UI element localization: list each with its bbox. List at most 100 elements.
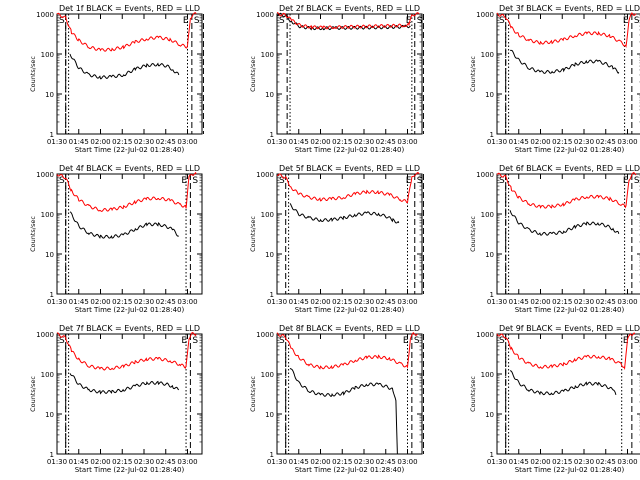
x-tick-label: 01:30 xyxy=(47,138,67,146)
series-lld-line xyxy=(56,12,197,52)
start-marker: S xyxy=(279,176,285,186)
x-tick-label: 01:45 xyxy=(289,138,309,146)
chart-title: Det 1f BLACK = Events, RED = LLD xyxy=(59,4,200,13)
start-marker: S xyxy=(499,16,505,26)
x-tick-label: 01:30 xyxy=(267,458,287,466)
y-tick-label: 100 xyxy=(41,51,54,59)
start-marker-next: S xyxy=(194,16,200,26)
panel-2: Det 2f BLACK = Events, RED = LLD 1 10 100 10… xyxy=(249,4,424,154)
x-tick-label: 02:45 xyxy=(596,458,616,466)
y-tick-label: 100 xyxy=(261,371,274,379)
series-lld-line xyxy=(496,172,637,209)
y-tick-label: 100 xyxy=(41,211,54,219)
start-marker: S xyxy=(279,336,285,346)
x-axis-label: Start Time (22-Jul-02 01:28:40) xyxy=(75,146,185,154)
y-axis-label: Counts/sec xyxy=(469,376,477,412)
x-tick-label: 02:45 xyxy=(596,138,616,146)
x-tick-label: 02:30 xyxy=(354,298,374,306)
y-tick-label: 1000 xyxy=(476,331,494,339)
series-events-line xyxy=(510,370,617,396)
panel-5: Det 5f BLACK = Events, RED = LLD 1 10 100 10… xyxy=(249,164,424,314)
start-marker: S xyxy=(499,176,505,186)
y-tick-label: 1000 xyxy=(476,171,494,179)
x-tick-label: 01:45 xyxy=(69,138,89,146)
y-tick-label: 10 xyxy=(265,91,274,99)
y-tick-label: 100 xyxy=(41,371,54,379)
x-tick-label: 02:45 xyxy=(376,458,396,466)
chart-title: Det 7f BLACK = Events, RED = LLD xyxy=(59,324,200,333)
y-axis-label: Counts/sec xyxy=(249,376,257,412)
y-tick-label: 1000 xyxy=(256,171,274,179)
x-tick-label: 02:30 xyxy=(134,138,154,146)
panel-7: Det 7f BLACK = Events, RED = LLD 1 10 100 10… xyxy=(29,324,203,474)
start-marker-next: S xyxy=(417,16,423,26)
x-tick-label: 01:45 xyxy=(509,138,529,146)
panel-6: Det 6f BLACK = Events, RED = LLD 1 10 100 10… xyxy=(469,164,640,314)
end-marker: E xyxy=(623,16,629,26)
chart-title: Det 2f BLACK = Events, RED = LLD xyxy=(279,4,420,13)
x-tick-label: 01:30 xyxy=(487,458,507,466)
series-events-line xyxy=(510,49,620,74)
y-tick-label: 1000 xyxy=(256,11,274,19)
y-tick-label: 100 xyxy=(481,371,494,379)
end-marker: E xyxy=(406,176,412,186)
x-axis-label: Start Time (22-Jul-02 01:28:40) xyxy=(515,306,625,314)
x-tick-label: 01:45 xyxy=(289,458,309,466)
chart-title: Det 8f BLACK = Events, RED = LLD xyxy=(279,324,420,333)
start-marker-next: S xyxy=(417,176,423,186)
y-tick-label: 10 xyxy=(45,251,54,259)
y-tick-label: 1 xyxy=(50,291,54,299)
x-axis-label: Start Time (22-Jul-02 01:28:40) xyxy=(515,146,625,154)
y-axis-label: Counts/sec xyxy=(29,376,37,412)
x-tick-label: 02:45 xyxy=(376,298,396,306)
x-tick-label: 02:15 xyxy=(332,138,352,146)
x-tick-label: 01:45 xyxy=(509,458,529,466)
x-tick-label: 01:30 xyxy=(47,298,67,306)
y-tick-label: 100 xyxy=(481,211,494,219)
y-axis-label: Counts/sec xyxy=(249,56,257,92)
series-lld-line xyxy=(276,172,420,204)
start-marker: S xyxy=(59,16,65,26)
y-axis-label: Counts/sec xyxy=(469,56,477,92)
plot-frame xyxy=(276,173,423,295)
start-marker-next: S xyxy=(414,336,420,346)
x-tick-label: 03:00 xyxy=(617,138,637,146)
series-events-line xyxy=(289,203,400,224)
x-tick-label: 03:00 xyxy=(397,298,417,306)
x-tick-label: 03:00 xyxy=(397,458,417,466)
end-marker: E xyxy=(181,176,187,186)
chart-title: Det 4f BLACK = Events, RED = LLD xyxy=(59,164,200,173)
series-lld-line xyxy=(496,332,636,371)
start-marker-next: S xyxy=(634,336,640,346)
x-tick-label: 02:45 xyxy=(376,138,396,146)
plot-frame xyxy=(56,173,203,295)
series-events-line xyxy=(509,210,620,236)
series-lld-line xyxy=(276,331,418,370)
y-tick-label: 100 xyxy=(261,51,274,59)
x-axis-label: Start Time (22-Jul-02 01:28:40) xyxy=(75,466,185,474)
y-tick-label: 1 xyxy=(50,451,54,459)
series-events-line xyxy=(69,373,180,395)
y-axis-label: Counts/sec xyxy=(29,216,37,252)
x-axis-label: Start Time (22-Jul-02 01:28:40) xyxy=(295,306,405,314)
x-tick-label: 02:15 xyxy=(552,298,572,306)
x-axis-label: Start Time (22-Jul-02 01:28:40) xyxy=(295,146,405,154)
end-marker: E xyxy=(181,336,187,346)
series-lld-line xyxy=(56,171,197,212)
chart-title: Det 9f BLACK = Events, RED = LLD xyxy=(499,324,640,333)
x-tick-label: 01:30 xyxy=(487,298,507,306)
start-marker: S xyxy=(59,176,65,186)
x-axis-label: Start Time (22-Jul-02 01:28:40) xyxy=(295,466,405,474)
y-tick-label: 1 xyxy=(490,291,494,299)
x-tick-label: 03:00 xyxy=(617,458,637,466)
x-tick-label: 02:15 xyxy=(552,138,572,146)
x-tick-label: 01:45 xyxy=(289,298,309,306)
series-events-line xyxy=(69,211,179,239)
x-tick-label: 01:45 xyxy=(69,458,89,466)
x-tick-label: 03:00 xyxy=(177,298,197,306)
x-tick-label: 02:00 xyxy=(530,298,550,306)
plot-frame xyxy=(496,333,640,455)
x-axis-label: Start Time (22-Jul-02 01:28:40) xyxy=(75,306,185,314)
x-tick-label: 01:45 xyxy=(69,298,89,306)
plot-frame xyxy=(56,13,203,135)
